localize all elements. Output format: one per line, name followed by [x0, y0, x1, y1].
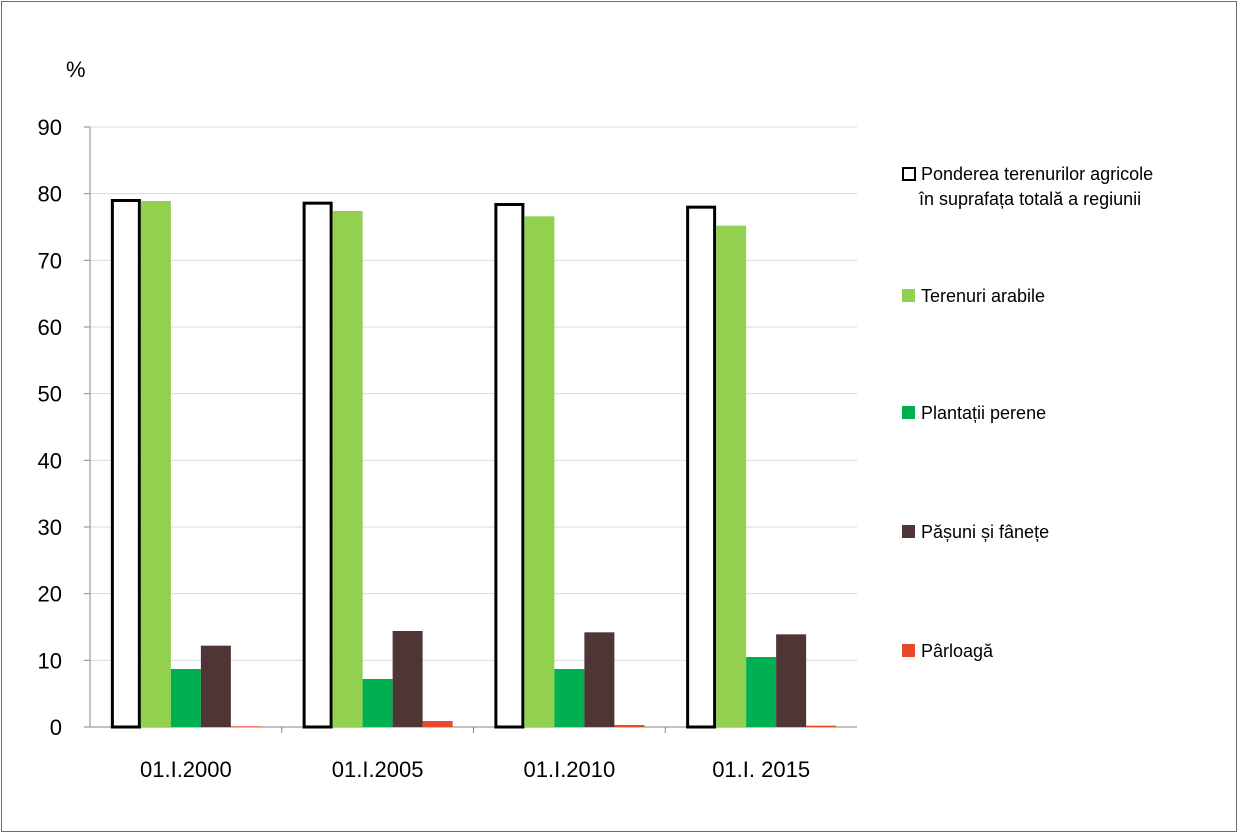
legend-label: în suprafața totală a regiunii — [918, 189, 1141, 209]
bar-3-3 — [554, 669, 585, 727]
legend-swatch — [902, 644, 915, 657]
bar-4-3 — [584, 632, 615, 727]
bar-5-1 — [230, 726, 261, 727]
x-category-label: 01.I. 2015 — [712, 757, 810, 782]
y-tick-label: 50 — [38, 382, 62, 407]
bar-1-2 — [302, 201, 333, 729]
legend-label: Plantații perene — [921, 403, 1046, 423]
legend: Ponderea terenurilor agricole în suprafaț… — [902, 164, 1153, 661]
y-tick-label: 90 — [38, 115, 62, 140]
y-tick-label: 80 — [38, 182, 62, 207]
x-category-label: 01.I.2000 — [140, 757, 232, 782]
legend-label: Pârloagă — [921, 641, 994, 661]
bar-1-3 — [494, 203, 525, 729]
bar-1-1 — [110, 199, 141, 729]
bar-2-2 — [332, 211, 363, 727]
bar-5-4 — [806, 725, 837, 727]
x-category-label: 01.I.2010 — [524, 757, 616, 782]
bar-5-2 — [422, 721, 453, 727]
legend-swatch — [902, 406, 915, 419]
legend-swatch — [902, 289, 915, 302]
legend-label: Terenuri arabile — [921, 286, 1045, 306]
bar-5-3 — [614, 725, 645, 727]
y-unit-label: % — [66, 57, 86, 82]
legend-swatch — [902, 167, 916, 181]
bar-3-1 — [170, 669, 201, 727]
bar-4-1 — [200, 645, 231, 727]
bars — [110, 199, 837, 729]
axis-labels: 0 10 20 30 40 50 60 70 80 90 01.I.2000 01.I.2005 01.… — [38, 115, 811, 782]
bar-2-3 — [524, 216, 555, 728]
y-tick-label: 10 — [38, 648, 62, 673]
bar-3-4 — [746, 657, 777, 727]
bar-2-4 — [716, 225, 747, 727]
bar-3-2 — [362, 679, 393, 727]
y-tick-label: 40 — [38, 448, 62, 473]
bar-1-4 — [686, 205, 717, 729]
legend-label: Ponderea terenurilor agricole — [921, 164, 1153, 184]
y-tick-label: 70 — [38, 248, 62, 273]
y-tick-label: 0 — [50, 715, 62, 740]
y-tick-label: 20 — [38, 582, 62, 607]
y-tick-label: 60 — [38, 315, 62, 340]
y-tick-label: 30 — [38, 515, 62, 540]
bar-4-2 — [392, 631, 423, 727]
legend-swatch — [902, 525, 915, 538]
bar-4-4 — [776, 634, 807, 727]
legend-label: Pășuni și fânețe — [921, 522, 1049, 542]
x-category-label: 01.I.2005 — [332, 757, 424, 782]
bar-2-1 — [140, 201, 171, 727]
